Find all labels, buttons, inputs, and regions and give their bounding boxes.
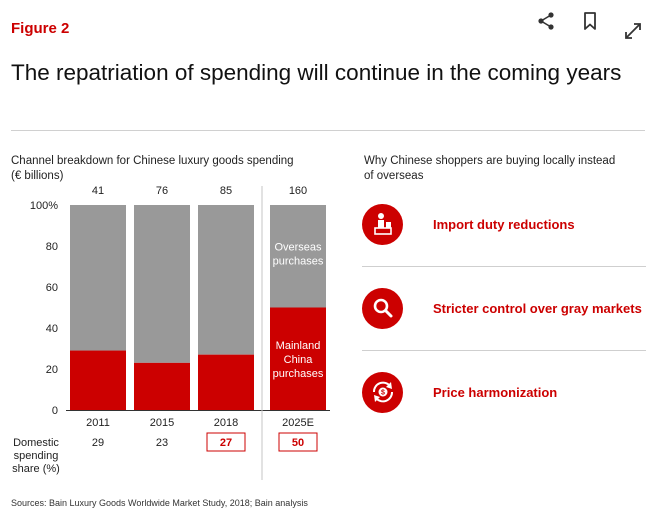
y-tick-label: 20: [46, 364, 58, 376]
share-highlight-box: [206, 432, 246, 452]
reason-divider: [362, 266, 646, 267]
reasons-subtitle-line1: Why Chinese shoppers are buying locally …: [364, 155, 616, 167]
chart-subtitle: Channel breakdown for Chinese luxury goo…: [11, 154, 294, 184]
series-label-overseas: Overseas: [274, 241, 322, 253]
reason-label: Stricter control over gray markets: [433, 300, 642, 316]
svg-text:$: $: [381, 390, 385, 397]
bar-overseas: [134, 205, 190, 363]
reasons-subtitle: Why Chinese shoppers are buying locally …: [364, 154, 615, 184]
bar-total-label: 85: [220, 185, 232, 197]
series-label-mainland: purchases: [273, 368, 324, 380]
reason-label: Import duty reductions: [433, 216, 575, 232]
magnifier-icon: [362, 287, 403, 329]
reason-gray-markets: Stricter control over gray markets: [362, 267, 646, 349]
series-label-mainland: Mainland: [276, 340, 321, 352]
reasons-subtitle-line2: of overseas: [364, 170, 424, 182]
sources-note: Sources: Bain Luxury Goods Worldwide Mar…: [11, 498, 308, 508]
reason-price-harmonization: $ Price harmonization: [362, 351, 646, 433]
title-divider: [11, 130, 645, 131]
bar-total-label: 160: [289, 185, 307, 197]
y-tick-label: 40: [46, 323, 58, 335]
bar-total-label: 41: [92, 185, 104, 197]
bar-mainland: [198, 354, 254, 410]
expand-icon: [625, 23, 641, 39]
x-tick-label: 2015: [150, 417, 174, 429]
share-button[interactable]: [533, 8, 559, 34]
share-row-label: share (%): [12, 463, 60, 475]
reason-label: Price harmonization: [433, 384, 558, 400]
customs-officer-icon: [362, 203, 403, 245]
page-title: The repatriation of spending will contin…: [11, 60, 622, 85]
bar-mainland: [134, 362, 190, 410]
reason-divider: [362, 350, 646, 351]
price-cycle-icon: $: [362, 371, 403, 413]
share-value: 29: [92, 437, 104, 449]
y-tick-label: 0: [52, 405, 58, 417]
y-tick-label: 100%: [30, 200, 58, 212]
x-tick-label: 2011: [86, 417, 110, 429]
y-tick-label: 80: [46, 241, 58, 253]
series-label-mainland: China: [284, 354, 314, 366]
share-row-label: spending: [14, 450, 59, 462]
x-tick-label: 2018: [214, 417, 238, 429]
share-value: 23: [156, 437, 168, 449]
series-label-overseas: purchases: [273, 255, 324, 267]
y-tick-label: 60: [46, 282, 58, 294]
bar-total-label: 76: [156, 185, 168, 197]
reason-import-duty: Import duty reductions: [362, 183, 646, 265]
bar-mainland: [70, 350, 126, 410]
share-value: 50: [292, 437, 304, 449]
share-row-label: Domestic: [13, 437, 59, 449]
bar-overseas: [70, 205, 126, 351]
figure-label: Figure 2: [11, 20, 70, 37]
share-icon: [538, 12, 554, 30]
bookmark-button[interactable]: [577, 8, 603, 34]
share-highlight-box: [278, 432, 318, 452]
bar-mainland: [270, 307, 326, 410]
chart-subtitle-line1: Channel breakdown for Chinese luxury goo…: [11, 155, 294, 167]
bar-overseas: [270, 205, 326, 308]
chart-subtitle-line2: (€ billions): [11, 170, 64, 182]
bookmark-icon: [584, 12, 596, 30]
bar-overseas: [198, 205, 254, 355]
share-value: 27: [220, 437, 232, 449]
x-tick-label: 2025E: [282, 417, 314, 429]
stacked-bar-chart: 0 20 40 60 80 100% 41 2011 76 2015 85 2018 160 2025E O…: [12, 185, 330, 480]
expand-button[interactable]: [620, 18, 646, 44]
